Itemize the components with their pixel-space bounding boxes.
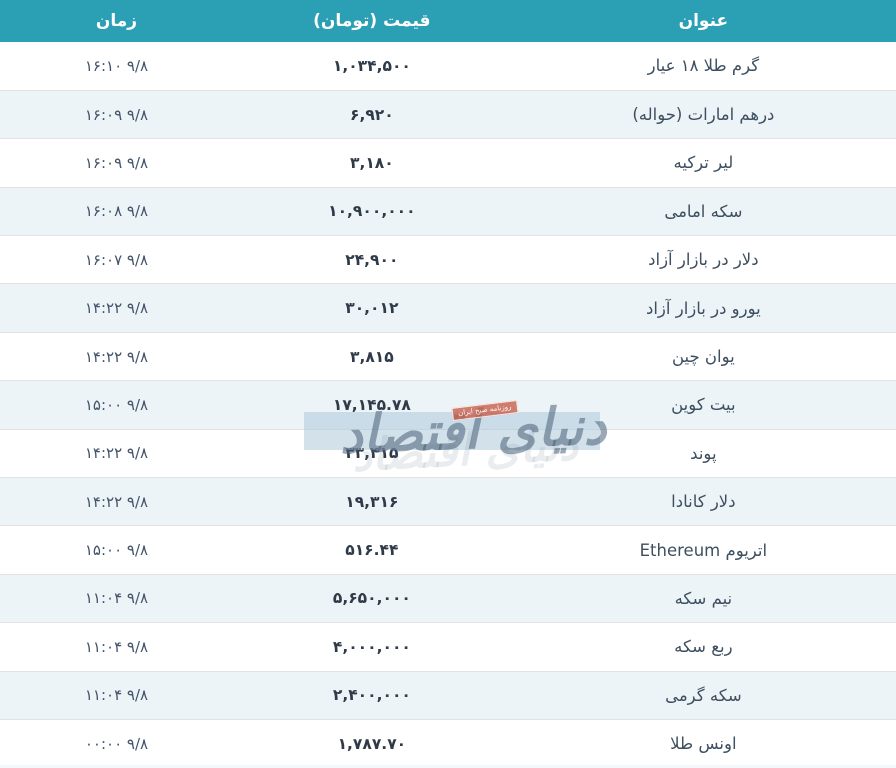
bottom-edge (0, 765, 896, 768)
row-price: ۱۹,۳۱۶ (232, 477, 511, 527)
table-row: ربع سکه ۴,۰۰۰,۰۰۰ ۱۱:۰۴ ۹/۸ (0, 622, 896, 672)
row-time: ۱۶:۰۹ ۹/۸ (0, 138, 233, 188)
row-time: ۱۱:۰۴ ۹/۸ (0, 671, 233, 720)
row-title: دلار کانادا (510, 477, 896, 527)
table-row: گرم طلا ۱۸ عیار ۱,۰۳۴,۵۰۰ ۱۶:۱۰ ۹/۸ (0, 42, 896, 91)
row-time: ۱۶:۱۰ ۹/۸ (0, 42, 233, 91)
row-title: نیم سکه (510, 574, 896, 624)
row-time: ۱۴:۲۲ ۹/۸ (0, 429, 233, 479)
row-price: ۱,۷۸۷.۷۰ (232, 719, 511, 768)
row-title: اونس طلا (510, 719, 896, 768)
row-time: ۱۱:۰۴ ۹/۸ (0, 574, 233, 624)
table-row: نیم سکه ۵,۶۵۰,۰۰۰ ۱۱:۰۴ ۹/۸ (0, 574, 896, 624)
row-title: درهم امارات (حواله) (510, 90, 896, 140)
row-price: ۴,۰۰۰,۰۰۰ (232, 622, 511, 672)
row-time: ۱۴:۲۲ ۹/۸ (0, 477, 233, 527)
row-title: اتریوم Ethereum (510, 525, 896, 575)
table-row: پوند ۳۳,۴۱۵ ۱۴:۲۲ ۹/۸ (0, 429, 896, 479)
table-row: دلار در بازار آزاد ۲۴,۹۰۰ ۱۶:۰۷ ۹/۸ (0, 235, 896, 285)
table-row: لیر ترکیه ۳,۱۸۰ ۱۶:۰۹ ۹/۸ (0, 138, 896, 188)
table-row: درهم امارات (حواله) ۶,۹۲۰ ۱۶:۰۹ ۹/۸ (0, 90, 896, 140)
table-row: بیت کوین ۱۷,۱۴۵.۷۸ ۱۵:۰۰ ۹/۸ (0, 380, 896, 430)
row-title: لیر ترکیه (510, 138, 896, 188)
row-time: ۱۱:۰۴ ۹/۸ (0, 622, 233, 672)
row-time: ۱۵:۰۰ ۹/۸ (0, 380, 233, 430)
row-title: گرم طلا ۱۸ عیار (510, 42, 896, 91)
row-time: ۱۵:۰۰ ۹/۸ (0, 525, 233, 575)
row-price: ۱۷,۱۴۵.۷۸ (232, 380, 511, 430)
row-time: ۱۶:۰۸ ۹/۸ (0, 187, 233, 237)
row-price: ۳۰,۰۱۲ (232, 283, 511, 333)
row-time: ۱۴:۲۲ ۹/۸ (0, 332, 233, 382)
row-price: ۵,۶۵۰,۰۰۰ (232, 574, 511, 624)
header-title: عنوان (510, 0, 896, 42)
row-title: یوان چین (510, 332, 896, 382)
row-price: ۱۰,۹۰۰,۰۰۰ (232, 187, 511, 237)
row-price: ۳,۱۸۰ (232, 138, 511, 188)
table-row: سکه امامی ۱۰,۹۰۰,۰۰۰ ۱۶:۰۸ ۹/۸ (0, 187, 896, 237)
row-time: ۱۶:۰۷ ۹/۸ (0, 235, 233, 285)
row-price: ۶,۹۲۰ (232, 90, 511, 140)
price-table-header: عنوان قیمت (تومان) زمان (0, 0, 896, 42)
table-row: سکه گرمی ۲,۴۰۰,۰۰۰ ۱۱:۰۴ ۹/۸ (0, 671, 896, 720)
row-time: ۱۶:۰۹ ۹/۸ (0, 90, 233, 140)
row-title: دلار در بازار آزاد (510, 235, 896, 285)
table-row: اونس طلا ۱,۷۸۷.۷۰ ۰۰:۰۰ ۹/۸ (0, 719, 896, 768)
row-price: ۳,۸۱۵ (232, 332, 511, 382)
row-price: ۳۳,۴۱۵ (232, 429, 511, 479)
header-price: قیمت (تومان) (232, 0, 511, 42)
row-price: ۲,۴۰۰,۰۰۰ (232, 671, 511, 720)
row-title: ربع سکه (510, 622, 896, 672)
row-time: ۱۴:۲۲ ۹/۸ (0, 283, 233, 333)
table-row: دلار کانادا ۱۹,۳۱۶ ۱۴:۲۲ ۹/۸ (0, 477, 896, 527)
header-time: زمان (0, 0, 233, 42)
row-title: بیت کوین (510, 380, 896, 430)
row-title: پوند (510, 429, 896, 479)
row-price: ۲۴,۹۰۰ (232, 235, 511, 285)
row-price: ۵۱۶.۴۴ (232, 525, 511, 575)
row-title: سکه گرمی (510, 671, 896, 720)
table-row: یورو در بازار آزاد ۳۰,۰۱۲ ۱۴:۲۲ ۹/۸ (0, 283, 896, 333)
row-time: ۰۰:۰۰ ۹/۸ (0, 719, 233, 768)
row-title: یورو در بازار آزاد (510, 283, 896, 333)
row-price: ۱,۰۳۴,۵۰۰ (232, 42, 511, 91)
price-table-body: گرم طلا ۱۸ عیار ۱,۰۳۴,۵۰۰ ۱۶:۱۰ ۹/۸ درهم… (0, 42, 896, 768)
table-row: اتریوم Ethereum ۵۱۶.۴۴ ۱۵:۰۰ ۹/۸ (0, 525, 896, 575)
row-title: سکه امامی (510, 187, 896, 237)
table-row: یوان چین ۳,۸۱۵ ۱۴:۲۲ ۹/۸ (0, 332, 896, 382)
